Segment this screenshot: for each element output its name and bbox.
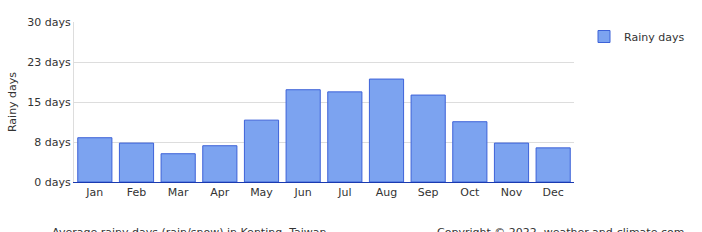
svg-text:Average rainy days (rain/snow): Average rainy days (rain/snow) in Kentin… bbox=[52, 226, 327, 232]
svg-text:May: May bbox=[250, 186, 273, 199]
svg-text:Jan: Jan bbox=[85, 186, 103, 199]
svg-text:15 days: 15 days bbox=[27, 96, 71, 109]
svg-text:Dec: Dec bbox=[543, 186, 564, 199]
svg-text:Rainy days: Rainy days bbox=[624, 31, 684, 44]
svg-text:Rainy days: Rainy days bbox=[6, 72, 19, 132]
svg-text:Aug: Aug bbox=[376, 186, 397, 199]
svg-text:Mar: Mar bbox=[168, 186, 189, 199]
svg-text:Jun: Jun bbox=[294, 186, 312, 199]
svg-text:30 days: 30 days bbox=[27, 16, 71, 29]
svg-text:Copyright © 2022 weather-and-: Copyright © 2022 weather-and-climate.com bbox=[437, 226, 684, 232]
svg-text:23 days: 23 days bbox=[27, 56, 71, 69]
svg-text:Jul: Jul bbox=[337, 186, 351, 199]
svg-text:Nov: Nov bbox=[501, 186, 523, 199]
svg-text:Oct: Oct bbox=[460, 186, 480, 199]
svg-text:0 days: 0 days bbox=[34, 176, 71, 189]
svg-text:Sep: Sep bbox=[418, 186, 439, 199]
svg-text:8 days: 8 days bbox=[34, 136, 71, 149]
svg-text:Feb: Feb bbox=[127, 186, 146, 199]
svg-text:Apr: Apr bbox=[210, 186, 230, 199]
